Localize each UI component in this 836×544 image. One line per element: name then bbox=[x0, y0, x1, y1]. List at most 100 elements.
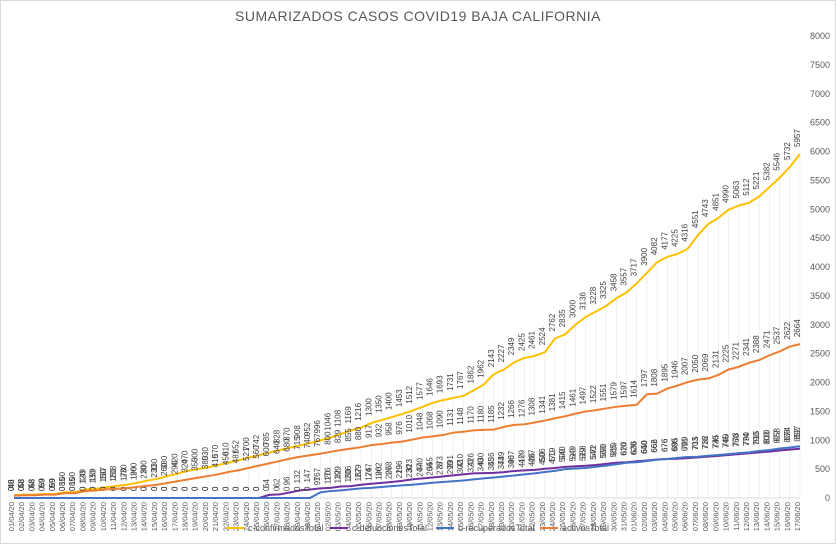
x-tick-label: 18/05/20 bbox=[487, 502, 496, 531]
data-label: 1170 bbox=[466, 406, 475, 424]
data-label: 958 bbox=[385, 422, 394, 436]
data-label: 745 bbox=[711, 434, 720, 448]
x-tick-label: 13/05/20 bbox=[436, 502, 445, 531]
data-label: 1579 bbox=[609, 381, 618, 399]
data-label: 0 bbox=[252, 486, 261, 491]
data-label: 69 bbox=[38, 478, 47, 487]
data-label: 210 bbox=[140, 465, 149, 479]
data-label: 247 bbox=[415, 463, 424, 477]
x-tick-label: 10/06/20 bbox=[722, 502, 731, 531]
x-tick-label: 19/04/20 bbox=[191, 502, 200, 531]
data-label: 590 bbox=[599, 443, 608, 457]
data-label: 2227 bbox=[497, 344, 506, 362]
data-label: 3228 bbox=[589, 286, 598, 304]
data-label: 715 bbox=[293, 436, 302, 450]
y-tick-label: 7000 bbox=[810, 89, 830, 99]
data-label: 680 bbox=[671, 438, 680, 452]
series-line-c-recuperadosTotal bbox=[14, 445, 801, 499]
data-label: 278 bbox=[385, 461, 394, 475]
data-label: 410 bbox=[517, 453, 526, 467]
x-tick-label: 26/05/20 bbox=[568, 502, 577, 531]
data-label: 4851 bbox=[711, 193, 720, 211]
data-label: 54 bbox=[262, 478, 271, 487]
data-label: 1597 bbox=[619, 380, 628, 398]
data-label: 5957 bbox=[793, 129, 802, 147]
data-label: 380 bbox=[201, 455, 210, 469]
legend-entry: c-defuncionesTotal bbox=[352, 523, 427, 533]
data-label: 0 bbox=[293, 486, 302, 491]
data-label: 0 bbox=[129, 486, 138, 491]
data-label: 470 bbox=[548, 450, 557, 464]
data-label: 1797 bbox=[640, 369, 649, 387]
data-label: 2524 bbox=[538, 327, 547, 345]
data-label: 150 bbox=[344, 468, 353, 482]
data-label: 62 bbox=[272, 478, 281, 487]
data-label: 1614 bbox=[630, 379, 639, 397]
data-label: 0 bbox=[140, 486, 149, 491]
data-label: 610 bbox=[609, 442, 618, 456]
data-label: 858 bbox=[773, 428, 782, 442]
data-label: 2007 bbox=[681, 357, 690, 375]
data-label: 0 bbox=[232, 486, 241, 491]
data-label: 2050 bbox=[691, 354, 700, 372]
data-label: 572 bbox=[589, 444, 598, 458]
data-label: 600 bbox=[262, 442, 271, 456]
data-label: 167 bbox=[354, 467, 363, 481]
data-label: 745 bbox=[722, 434, 731, 448]
x-tick-label: 20/05/20 bbox=[507, 502, 516, 531]
data-label: 3458 bbox=[609, 273, 618, 291]
data-label: 0 bbox=[7, 486, 16, 491]
data-label: 230 bbox=[405, 464, 414, 478]
chart-title: SUMARIZADOS CASOS COVID19 BAJA CALIFORNI… bbox=[235, 8, 601, 24]
x-tick-label: 08/06/20 bbox=[701, 502, 710, 531]
data-label: 803 bbox=[762, 431, 771, 445]
x-tick-label: 19/05/20 bbox=[497, 502, 506, 531]
data-label: 330 bbox=[150, 458, 159, 472]
data-label: 0 bbox=[221, 486, 230, 491]
x-tick-label: 14/05/20 bbox=[446, 502, 455, 531]
data-label: 716 bbox=[701, 436, 710, 450]
data-label: 785 bbox=[262, 432, 271, 446]
data-label: 0 bbox=[17, 486, 26, 491]
data-label: 0 bbox=[232, 486, 241, 491]
data-label: 97 bbox=[313, 476, 322, 485]
data-label: 0 bbox=[201, 486, 210, 491]
x-tick-label: 09/05/20 bbox=[395, 502, 404, 531]
data-label: 206 bbox=[344, 465, 353, 479]
data-label: 5221 bbox=[752, 171, 761, 189]
data-label: 1453 bbox=[395, 389, 404, 407]
data-label: 0 bbox=[170, 486, 179, 491]
data-label: 510 bbox=[568, 448, 577, 462]
data-label: 620 bbox=[630, 441, 639, 455]
legend-entry: activosTotal bbox=[562, 523, 609, 533]
x-tick-label: 24/05/20 bbox=[548, 502, 557, 531]
data-label: 2664 bbox=[793, 319, 802, 337]
data-label: 976 bbox=[395, 421, 404, 435]
data-label: 4316 bbox=[681, 223, 690, 241]
x-tick-label: 22/04/20 bbox=[221, 502, 230, 531]
data-label: 0 bbox=[48, 486, 57, 491]
data-label: 96 bbox=[283, 476, 292, 485]
data-label: 0 bbox=[283, 486, 292, 491]
x-tick-label: 17/06/20 bbox=[793, 502, 802, 531]
data-label: 323 bbox=[466, 458, 475, 472]
data-label: 1169 bbox=[344, 406, 353, 424]
data-label: 130 bbox=[89, 470, 98, 484]
x-tick-label: 28/04/20 bbox=[283, 502, 292, 531]
x-tick-label: 31/05/20 bbox=[619, 502, 628, 531]
data-label: 2425 bbox=[517, 333, 526, 351]
data-label: 0 bbox=[191, 486, 200, 491]
data-label: 176 bbox=[364, 467, 373, 481]
x-tick-label: 12/06/20 bbox=[742, 502, 751, 531]
data-label: 487 bbox=[528, 449, 537, 463]
data-label: 290 bbox=[446, 460, 455, 474]
y-tick-label: 1000 bbox=[810, 435, 830, 445]
data-label: 1010 bbox=[405, 414, 414, 432]
x-tick-label: 27/05/20 bbox=[579, 502, 588, 531]
data-label: 320 bbox=[181, 459, 190, 473]
data-label: 1180 bbox=[477, 405, 486, 423]
data-label: 0 bbox=[58, 486, 67, 491]
data-label: 870 bbox=[283, 427, 292, 441]
x-tick-label: 07/04/20 bbox=[68, 502, 77, 531]
data-label: 852 bbox=[793, 428, 802, 442]
